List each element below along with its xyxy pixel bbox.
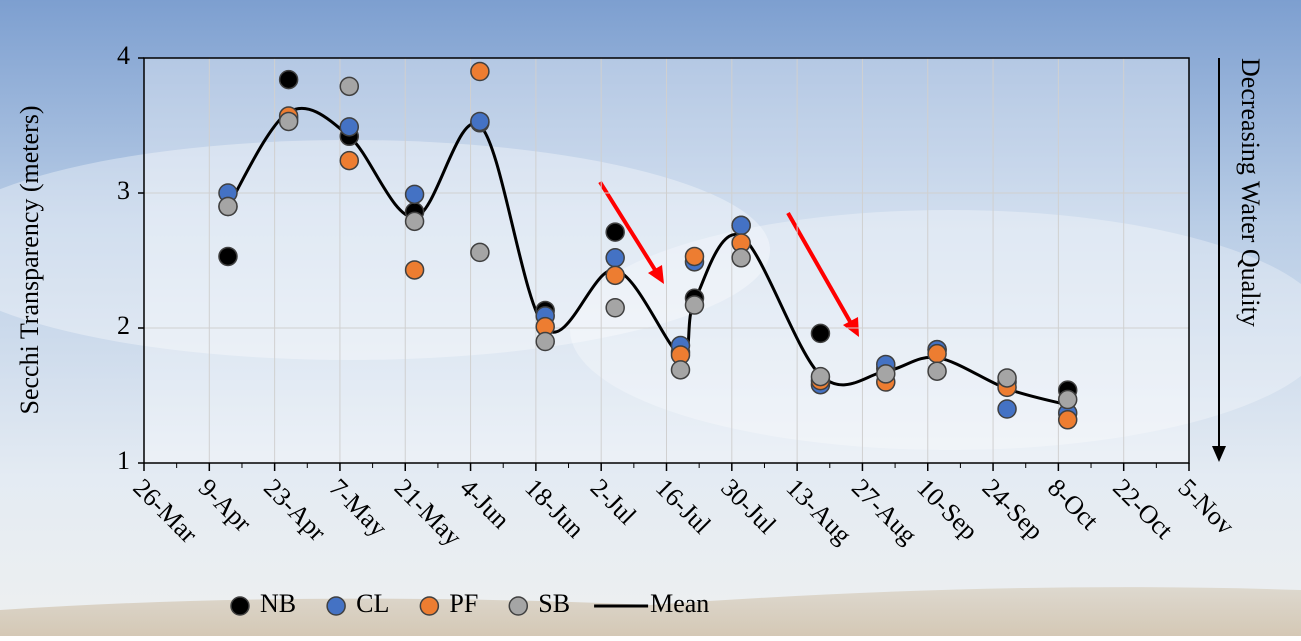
data-point: [685, 296, 703, 314]
data-point: [471, 243, 489, 261]
data-point: [1059, 391, 1077, 409]
data-point: [280, 112, 298, 130]
chart: Secchi Transparency (meters) Decreasing …: [0, 0, 1301, 636]
data-point: [219, 198, 237, 216]
legend-marker: [327, 597, 345, 615]
legend-label: SB: [538, 589, 570, 618]
data-point: [219, 247, 237, 265]
data-point: [406, 212, 424, 230]
data-point: [280, 71, 298, 89]
y-tick-label: 1: [117, 446, 130, 475]
data-point: [471, 63, 489, 81]
y-tick-label: 2: [117, 311, 130, 340]
data-point: [671, 361, 689, 379]
data-point: [685, 247, 703, 265]
data-point: [732, 216, 750, 234]
data-point: [340, 152, 358, 170]
legend-marker: [231, 597, 249, 615]
legend-marker: [420, 597, 438, 615]
data-point: [606, 299, 624, 317]
data-point: [606, 249, 624, 267]
data-point: [406, 185, 424, 203]
legend-label: Mean: [650, 589, 709, 618]
y-tick-label: 4: [117, 41, 130, 70]
data-point: [998, 369, 1016, 387]
data-point: [606, 223, 624, 241]
data-point: [606, 266, 624, 284]
right-label: Decreasing Water Quality: [1236, 58, 1265, 327]
data-point: [406, 261, 424, 279]
legend-label: NB: [260, 589, 296, 618]
data-point: [811, 324, 829, 342]
data-point: [536, 333, 554, 351]
legend-label: CL: [356, 589, 389, 618]
data-point: [340, 118, 358, 136]
y-tick-label: 3: [117, 176, 130, 205]
data-point: [340, 77, 358, 95]
legend-marker: [509, 597, 527, 615]
data-point: [928, 362, 946, 380]
legend-label: PF: [449, 589, 478, 618]
data-point: [928, 345, 946, 363]
data-point: [877, 365, 895, 383]
data-point: [1059, 411, 1077, 429]
data-point: [732, 249, 750, 267]
data-point: [811, 368, 829, 386]
y-axis-label: Secchi Transparency (meters): [15, 105, 44, 414]
data-point: [998, 400, 1016, 418]
data-point: [471, 112, 489, 130]
